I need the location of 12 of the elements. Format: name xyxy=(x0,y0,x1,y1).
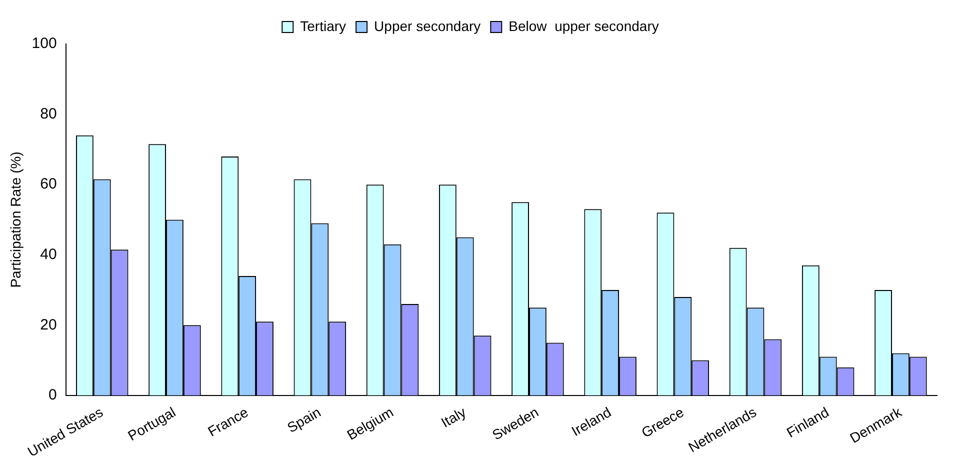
y-tick-label: 100 xyxy=(32,35,57,52)
y-tick-label: 60 xyxy=(40,176,57,193)
legend-label: Tertiary xyxy=(300,18,346,34)
y-tick-label: 40 xyxy=(40,246,57,263)
legend-label: Below upper secondary xyxy=(508,18,659,34)
y-axis-title: Participation Rate (%) xyxy=(7,152,24,288)
x-tick-label: Spain xyxy=(284,404,324,436)
y-tick-label: 0 xyxy=(48,386,57,404)
y-tick-label: 20 xyxy=(40,316,57,334)
legend-label: Upper secondary xyxy=(374,18,481,34)
x-tick-label: Italy xyxy=(438,404,469,430)
y-tick-label: 80 xyxy=(40,105,57,122)
